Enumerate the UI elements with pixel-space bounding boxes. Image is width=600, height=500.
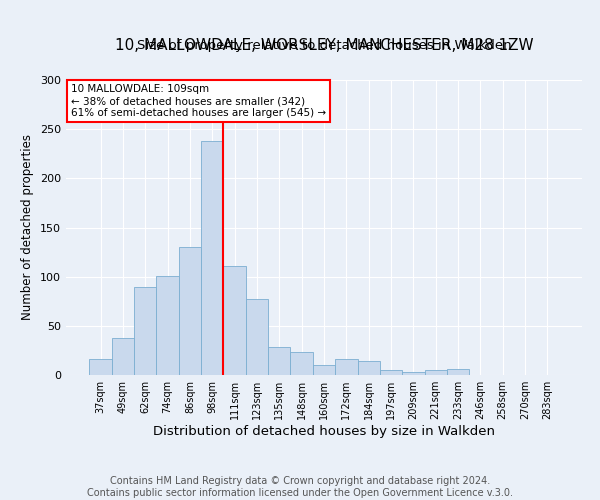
X-axis label: Distribution of detached houses by size in Walkden: Distribution of detached houses by size …	[153, 425, 495, 438]
Bar	[335, 360, 358, 375]
Bar	[358, 361, 380, 375]
Bar	[112, 338, 134, 375]
Bar	[290, 352, 313, 375]
Bar	[157, 276, 179, 375]
Bar	[246, 300, 268, 375]
Title: Size of property relative to detached houses in Walkden: Size of property relative to detached ho…	[137, 40, 511, 52]
Text: 10 MALLOWDALE: 109sqm
← 38% of detached houses are smaller (342)
61% of semi-det: 10 MALLOWDALE: 109sqm ← 38% of detached …	[71, 84, 326, 117]
Bar	[447, 369, 469, 375]
Bar	[402, 372, 425, 375]
Bar	[179, 247, 201, 375]
Bar	[268, 348, 290, 375]
Bar	[425, 370, 447, 375]
Bar	[313, 365, 335, 375]
Bar	[134, 286, 157, 375]
Text: Contains HM Land Registry data © Crown copyright and database right 2024.
Contai: Contains HM Land Registry data © Crown c…	[87, 476, 513, 498]
Text: 10, MALLOWDALE, WORSLEY, MANCHESTER, M28 1ZW: 10, MALLOWDALE, WORSLEY, MANCHESTER, M28…	[115, 38, 533, 54]
Bar	[89, 360, 112, 375]
Bar	[380, 370, 402, 375]
Y-axis label: Number of detached properties: Number of detached properties	[22, 134, 34, 320]
Bar	[223, 266, 246, 375]
Bar	[201, 141, 223, 375]
